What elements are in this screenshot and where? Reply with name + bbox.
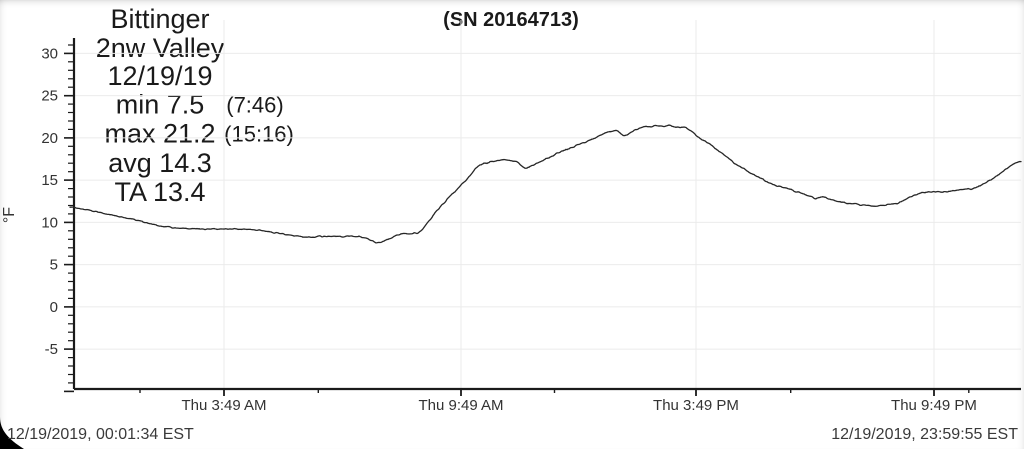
svg-text:(15:16): (15:16): [224, 121, 294, 146]
svg-text:(7:46): (7:46): [226, 93, 283, 118]
svg-text:avg 14.3: avg 14.3: [108, 148, 212, 178]
svg-text:(SN 20164713): (SN 20164713): [443, 9, 579, 31]
svg-text:TA 13.4: TA 13.4: [114, 177, 205, 207]
svg-text:5: 5: [50, 257, 58, 274]
svg-text:25: 25: [41, 88, 58, 105]
svg-text:max 21.2: max 21.2: [104, 118, 215, 148]
svg-text:Thu 3:49 AM: Thu 3:49 AM: [181, 397, 266, 414]
svg-text:0: 0: [50, 299, 58, 316]
svg-text:30: 30: [41, 45, 58, 62]
svg-text:10: 10: [41, 214, 58, 231]
svg-text:Bittinger: Bittinger: [110, 4, 209, 34]
svg-text:Thu 9:49 PM: Thu 9:49 PM: [891, 397, 977, 414]
svg-text:15: 15: [41, 172, 58, 189]
svg-text:Thu 9:49 AM: Thu 9:49 AM: [418, 397, 503, 414]
svg-text:min 7.5: min 7.5: [116, 90, 205, 120]
svg-text:20: 20: [41, 130, 58, 147]
svg-text:12/19/19: 12/19/19: [107, 61, 212, 91]
svg-text:Thu 3:49 PM: Thu 3:49 PM: [653, 397, 739, 414]
svg-text:-5: -5: [45, 341, 58, 358]
svg-text:2nw Valley: 2nw Valley: [96, 33, 225, 63]
